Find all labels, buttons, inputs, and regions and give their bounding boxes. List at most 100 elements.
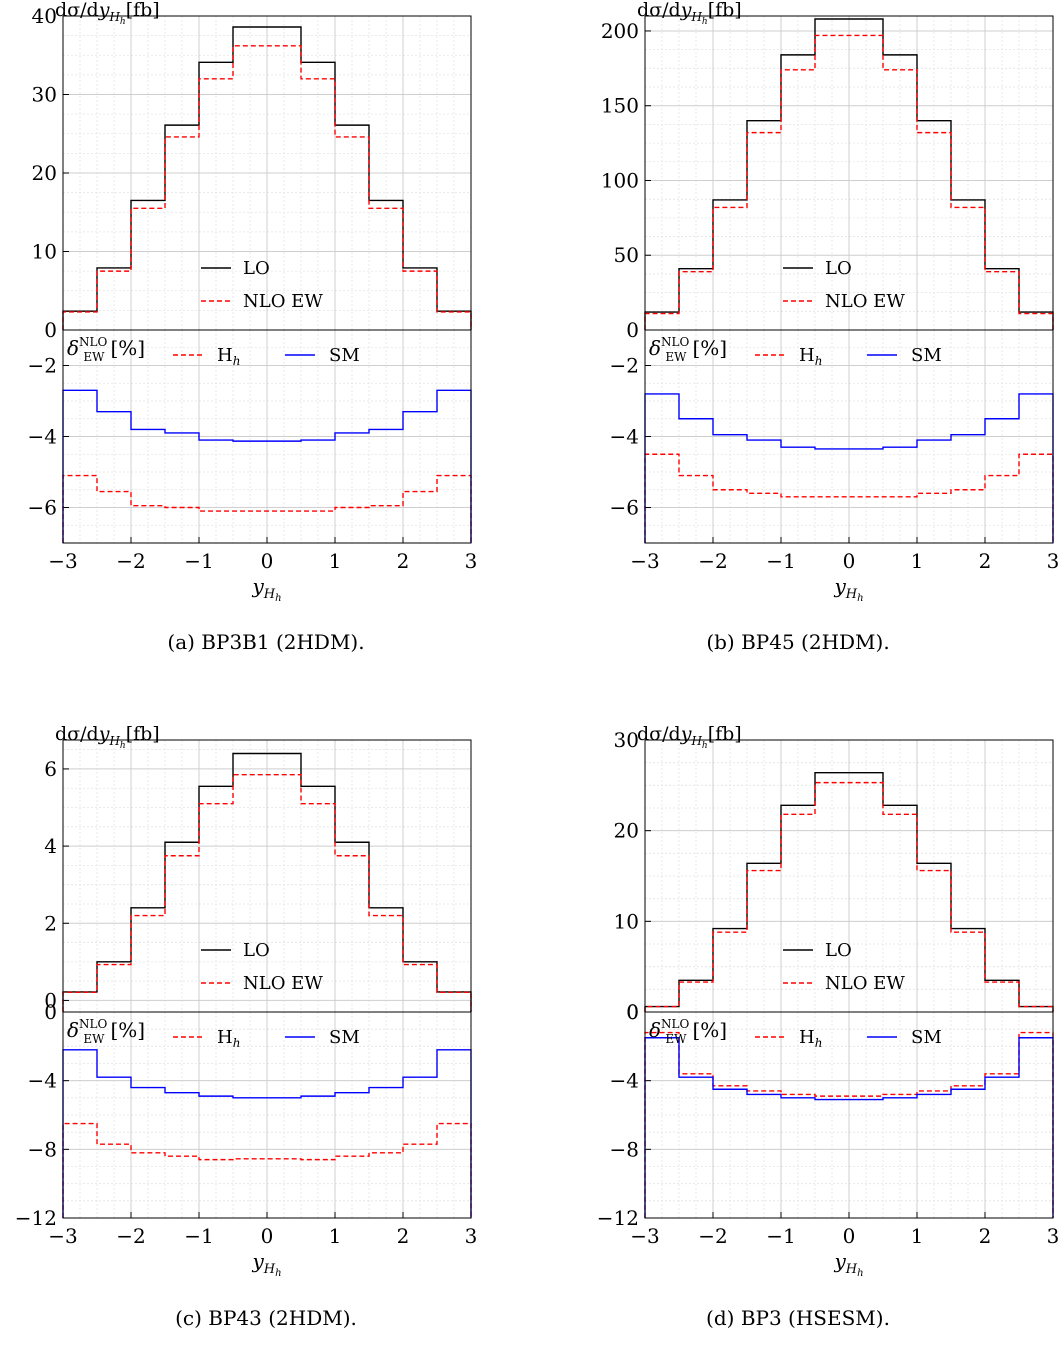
x-tick-label: −1 [184,549,213,573]
caption-c: (c) BP43 (2HDM). [0,1306,532,1330]
y-tick-label: 2 [44,911,57,935]
bottom-ylabel: δNLO EW [%] [649,335,727,364]
x-axis-label: yHh [251,574,281,604]
y-tick-label: −4 [610,1069,639,1093]
x-tick-label: 0 [261,549,274,573]
x-tick-label: 3 [1047,1224,1060,1248]
x-tick-label: 1 [911,549,924,573]
y-tick-label: 0 [44,1000,57,1024]
bottom-ylabel: δNLO EW [%] [649,1017,727,1046]
y-tick-label: 4 [44,834,57,858]
x-tick-label: −1 [184,1224,213,1248]
legend-label: SM [329,1027,360,1048]
y-tick-label: 20 [32,161,57,185]
chart-panel-2: 0 2 4 6 LO NLO EW dσ/dyHh[fb] −1 2 −8 −4 0 Hh SM δNLO E… [15,723,478,1279]
legend-label: LO [825,940,852,961]
x-axis-label: yHh [251,1249,281,1279]
x-tick-label: −3 [630,1224,659,1248]
x-tick-label: 1 [911,1224,924,1248]
top-ylabel: dσ/dyHh[fb] [55,723,160,751]
top-ylabel: dσ/dyHh[fb] [55,0,160,27]
x-tick-label: −2 [116,1224,145,1248]
y-tick-label: 0 [626,1000,639,1024]
legend-label: NLO EW [243,291,323,312]
y-tick-label: 200 [601,19,639,43]
bottom-subplot: −6 −4 −2 Hh SM δNLO EW [%] −3 −2 −1 0 1 2 3 yHh [610,330,1060,604]
chart-panel-3: 0 10 20 30 LO NLO EW dσ/dyHh[fb] −1 2 −8 −4 0 Hh SM δN… [597,723,1060,1279]
top-subplot: 0 2 4 6 LO NLO EW dσ/dyHh[fb] [44,723,471,1012]
y-tick-label: −4 [610,425,639,449]
y-tick-label: 50 [614,243,639,267]
bottom-subplot: −12 −8 −4 0 Hh SM δNLO EW [%] −3 −2 −1 0 1 2 3 yHh [15,1000,478,1279]
y-tick-label: 100 [601,168,639,192]
x-tick-label: 3 [465,549,478,573]
chart-panel-1: 0 50 100 150 200 LO NLO EW dσ/dyHh[fb] −6 −4 −2 Hh S… [601,0,1060,604]
legend-label: NLO EW [825,973,905,994]
legend-label: SM [911,1027,942,1048]
legend-label: LO [243,258,270,279]
x-tick-label: −2 [698,549,727,573]
x-tick-label: 3 [1047,549,1060,573]
x-tick-label: 2 [979,549,992,573]
x-tick-label: 0 [843,549,856,573]
legend-label: NLO EW [825,291,905,312]
x-tick-label: 2 [397,549,410,573]
x-tick-label: −3 [630,549,659,573]
y-tick-label: 6 [44,757,57,781]
bottom-subplot: −6 −4 −2 Hh SM δNLO EW [%] −3 −2 −1 0 1 2 3 yHh [28,330,478,604]
x-tick-label: −3 [48,1224,77,1248]
top-subplot: 0 50 100 150 200 LO NLO EW dσ/dyHh[fb] [601,0,1053,342]
bottom-ylabel: δNLO EW [%] [67,1017,145,1046]
legend-label: LO [243,940,270,961]
x-axis-label: yHh [833,574,863,604]
x-tick-label: 1 [329,1224,342,1248]
top-ylabel: dσ/dyHh[fb] [637,0,742,27]
bottom-subplot: −12 −8 −4 0 Hh SM δNLO EW [%] −3 −2 −1 0 1 2 3 yHh [597,1000,1060,1279]
y-tick-label: 30 [614,728,639,752]
y-tick-label: −6 [28,496,57,520]
caption-a: (a) BP3B1 (2HDM). [0,630,532,654]
y-tick-label: 40 [32,4,57,28]
top-subplot: 0 10 20 30 40 LO NLO EW dσ/dyHh[fb] [32,0,471,342]
x-tick-label: −1 [766,1224,795,1248]
bottom-ylabel: δNLO EW [%] [67,335,145,364]
y-tick-label: −8 [610,1137,639,1161]
x-tick-label: 1 [329,549,342,573]
y-tick-label: 0 [44,318,57,342]
top-ylabel: dσ/dyHh[fb] [637,723,742,751]
y-tick-label: 10 [32,240,57,264]
x-tick-label: 0 [261,1224,274,1248]
caption-d: (d) BP3 (HSESM). [532,1306,1064,1330]
x-tick-label: 3 [465,1224,478,1248]
legend-label: LO [825,258,852,279]
y-tick-label: 150 [601,94,639,118]
x-tick-label: −1 [766,549,795,573]
x-tick-label: −2 [116,549,145,573]
y-tick-label: −8 [28,1137,57,1161]
legend-label: Hh [217,345,240,368]
legend-label: Hh [799,345,822,368]
y-tick-label: 20 [614,819,639,843]
x-tick-label: 2 [979,1224,992,1248]
x-tick-label: 2 [397,1224,410,1248]
y-tick-label: −6 [610,496,639,520]
y-tick-label: −4 [28,1069,57,1093]
x-tick-label: −2 [698,1224,727,1248]
x-axis-label: yHh [833,1249,863,1279]
legend-label: NLO EW [243,973,323,994]
top-subplot: 0 10 20 30 LO NLO EW dσ/dyHh[fb] [614,723,1053,1024]
y-tick-label: −2 [28,354,57,378]
y-tick-label: 10 [614,909,639,933]
x-tick-label: 0 [843,1224,856,1248]
legend-label: Hh [217,1027,240,1050]
legend-label: Hh [799,1027,822,1050]
caption-b: (b) BP45 (2HDM). [532,630,1064,654]
y-tick-label: 30 [32,83,57,107]
y-tick-label: 0 [626,318,639,342]
legend-label: SM [329,345,360,366]
y-tick-label: −4 [28,425,57,449]
x-tick-label: −3 [48,549,77,573]
